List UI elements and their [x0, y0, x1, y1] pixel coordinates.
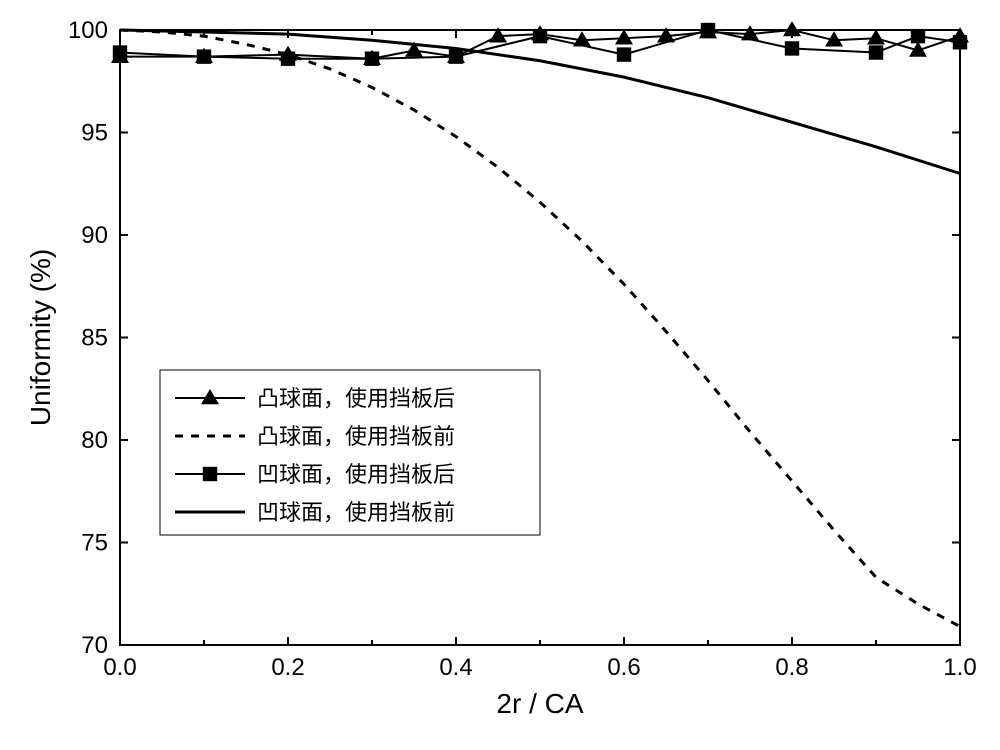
triangle-marker	[615, 29, 633, 44]
y-tick-label: 100	[68, 17, 108, 44]
x-tick-label: 0.8	[775, 654, 808, 681]
legend-label: 凸球面，使用挡板后	[257, 386, 455, 411]
x-tick-label: 0.4	[439, 654, 472, 681]
y-tick-label: 95	[81, 120, 108, 147]
x-tick-label: 0.2	[271, 654, 304, 681]
triangle-marker	[867, 29, 885, 44]
legend-label: 凹球面，使用挡板前	[257, 500, 455, 525]
y-tick-label: 70	[81, 632, 108, 659]
y-axis-label: Uniformity (%)	[25, 249, 56, 426]
x-tick-label: 0.0	[103, 654, 136, 681]
square-marker	[449, 49, 463, 63]
square-marker	[701, 23, 715, 37]
x-tick-label: 0.6	[607, 654, 640, 681]
square-marker	[617, 47, 631, 61]
square-marker	[365, 52, 379, 66]
legend: 凸球面，使用挡板后凸球面，使用挡板前凹球面，使用挡板后凹球面，使用挡板前	[160, 370, 540, 535]
y-tick-label: 80	[81, 427, 108, 454]
square-marker	[869, 45, 883, 59]
series-line	[120, 30, 960, 174]
square-marker	[203, 467, 217, 481]
series-convex-before	[120, 30, 960, 627]
square-marker	[197, 49, 211, 63]
square-marker	[281, 52, 295, 66]
legend-label: 凹球面，使用挡板后	[257, 462, 455, 487]
square-marker	[533, 29, 547, 43]
square-marker	[953, 35, 967, 49]
y-tick-label: 85	[81, 325, 108, 352]
uniformity-chart: 0.0 0.2 0.4 0.6 0.8 1.0 70 75 80 85 90 95 100 2r / CA…	[0, 0, 1000, 750]
series-line	[120, 30, 960, 627]
series-concave-before	[120, 30, 960, 174]
y-tick-label: 90	[81, 222, 108, 249]
x-tick-label: 1.0	[943, 654, 976, 681]
square-marker	[785, 41, 799, 55]
square-marker	[113, 45, 127, 59]
plot-frame	[120, 30, 960, 645]
square-marker	[911, 29, 925, 43]
y-tick-label: 75	[81, 530, 108, 557]
x-axis-label: 2r / CA	[496, 688, 583, 719]
chart-svg: 0.0 0.2 0.4 0.6 0.8 1.0 70 75 80 85 90 95 100 2r / CA…	[0, 0, 1000, 750]
legend-label: 凸球面，使用挡板前	[257, 424, 455, 449]
triangle-marker	[783, 21, 801, 36]
